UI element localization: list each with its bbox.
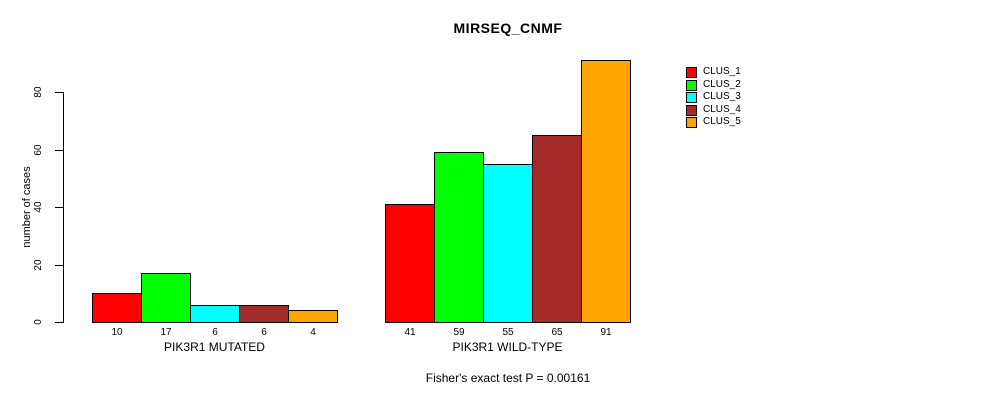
bar-value-label: 6 <box>212 327 218 338</box>
bar-value-label: 55 <box>502 327 514 338</box>
legend-label-clus_1: CLUS_1 <box>703 66 741 77</box>
bar-value-label: 41 <box>404 327 416 338</box>
legend-label-clus_5: CLUS_5 <box>703 116 741 127</box>
bar-clus_4-pik3r1-wild-type <box>532 135 582 323</box>
bar-clus_1-pik3r1-mutated <box>92 293 142 323</box>
legend-label-clus_2: CLUS_2 <box>703 78 741 90</box>
y-tick-label: 0 <box>32 319 44 325</box>
chart-title: MIRSEQ_CNMF <box>453 20 563 36</box>
bar-value-label: 59 <box>453 327 465 338</box>
legend-label-clus_4: CLUS_4 <box>703 103 741 115</box>
y-tick <box>55 92 63 93</box>
legend-swatch-clus_2 <box>686 79 697 91</box>
y-tick-label: 40 <box>32 201 44 213</box>
bar-value-label: 65 <box>551 327 563 338</box>
y-tick-label: 60 <box>32 144 44 156</box>
legend-swatch-clus_3 <box>686 92 697 103</box>
bar-clus_1-pik3r1-wild-type <box>385 204 435 323</box>
y-tick <box>55 150 63 151</box>
bar-clus_2-pik3r1-mutated <box>141 273 191 323</box>
legend-swatch-clus_5 <box>686 117 697 128</box>
y-axis-line <box>63 92 64 323</box>
bar-value-label: 4 <box>310 327 316 338</box>
y-tick-label: 20 <box>32 259 44 271</box>
bar-clus_2-pik3r1-wild-type <box>434 152 484 323</box>
bar-clus_5-pik3r1-wild-type <box>581 60 631 323</box>
bar-clus_5-pik3r1-mutated <box>288 310 338 323</box>
legend-label-clus_3: CLUS_3 <box>703 91 741 102</box>
group-label-pik3r1-mutated: PIK3R1 MUTATED <box>164 340 265 354</box>
bar-value-label: 10 <box>111 327 123 338</box>
legend-swatch-clus_1 <box>686 67 697 78</box>
bar-clus_3-pik3r1-mutated <box>190 305 240 323</box>
y-tick-label: 80 <box>32 86 44 98</box>
footnote: Fisher's exact test P = 0.00161 <box>425 371 591 385</box>
group-label-pik3r1-wild-type: PIK3R1 WILD-TYPE <box>452 340 563 354</box>
bar-clus_4-pik3r1-mutated <box>239 305 289 323</box>
legend-swatch-clus_4 <box>686 104 697 116</box>
bar-value-label: 6 <box>261 327 267 338</box>
y-tick <box>55 207 63 208</box>
y-tick <box>55 322 63 323</box>
bar-value-label: 91 <box>600 327 612 338</box>
bar-clus_3-pik3r1-wild-type <box>483 164 533 323</box>
y-tick <box>55 265 63 266</box>
bar-value-label: 17 <box>160 327 172 338</box>
